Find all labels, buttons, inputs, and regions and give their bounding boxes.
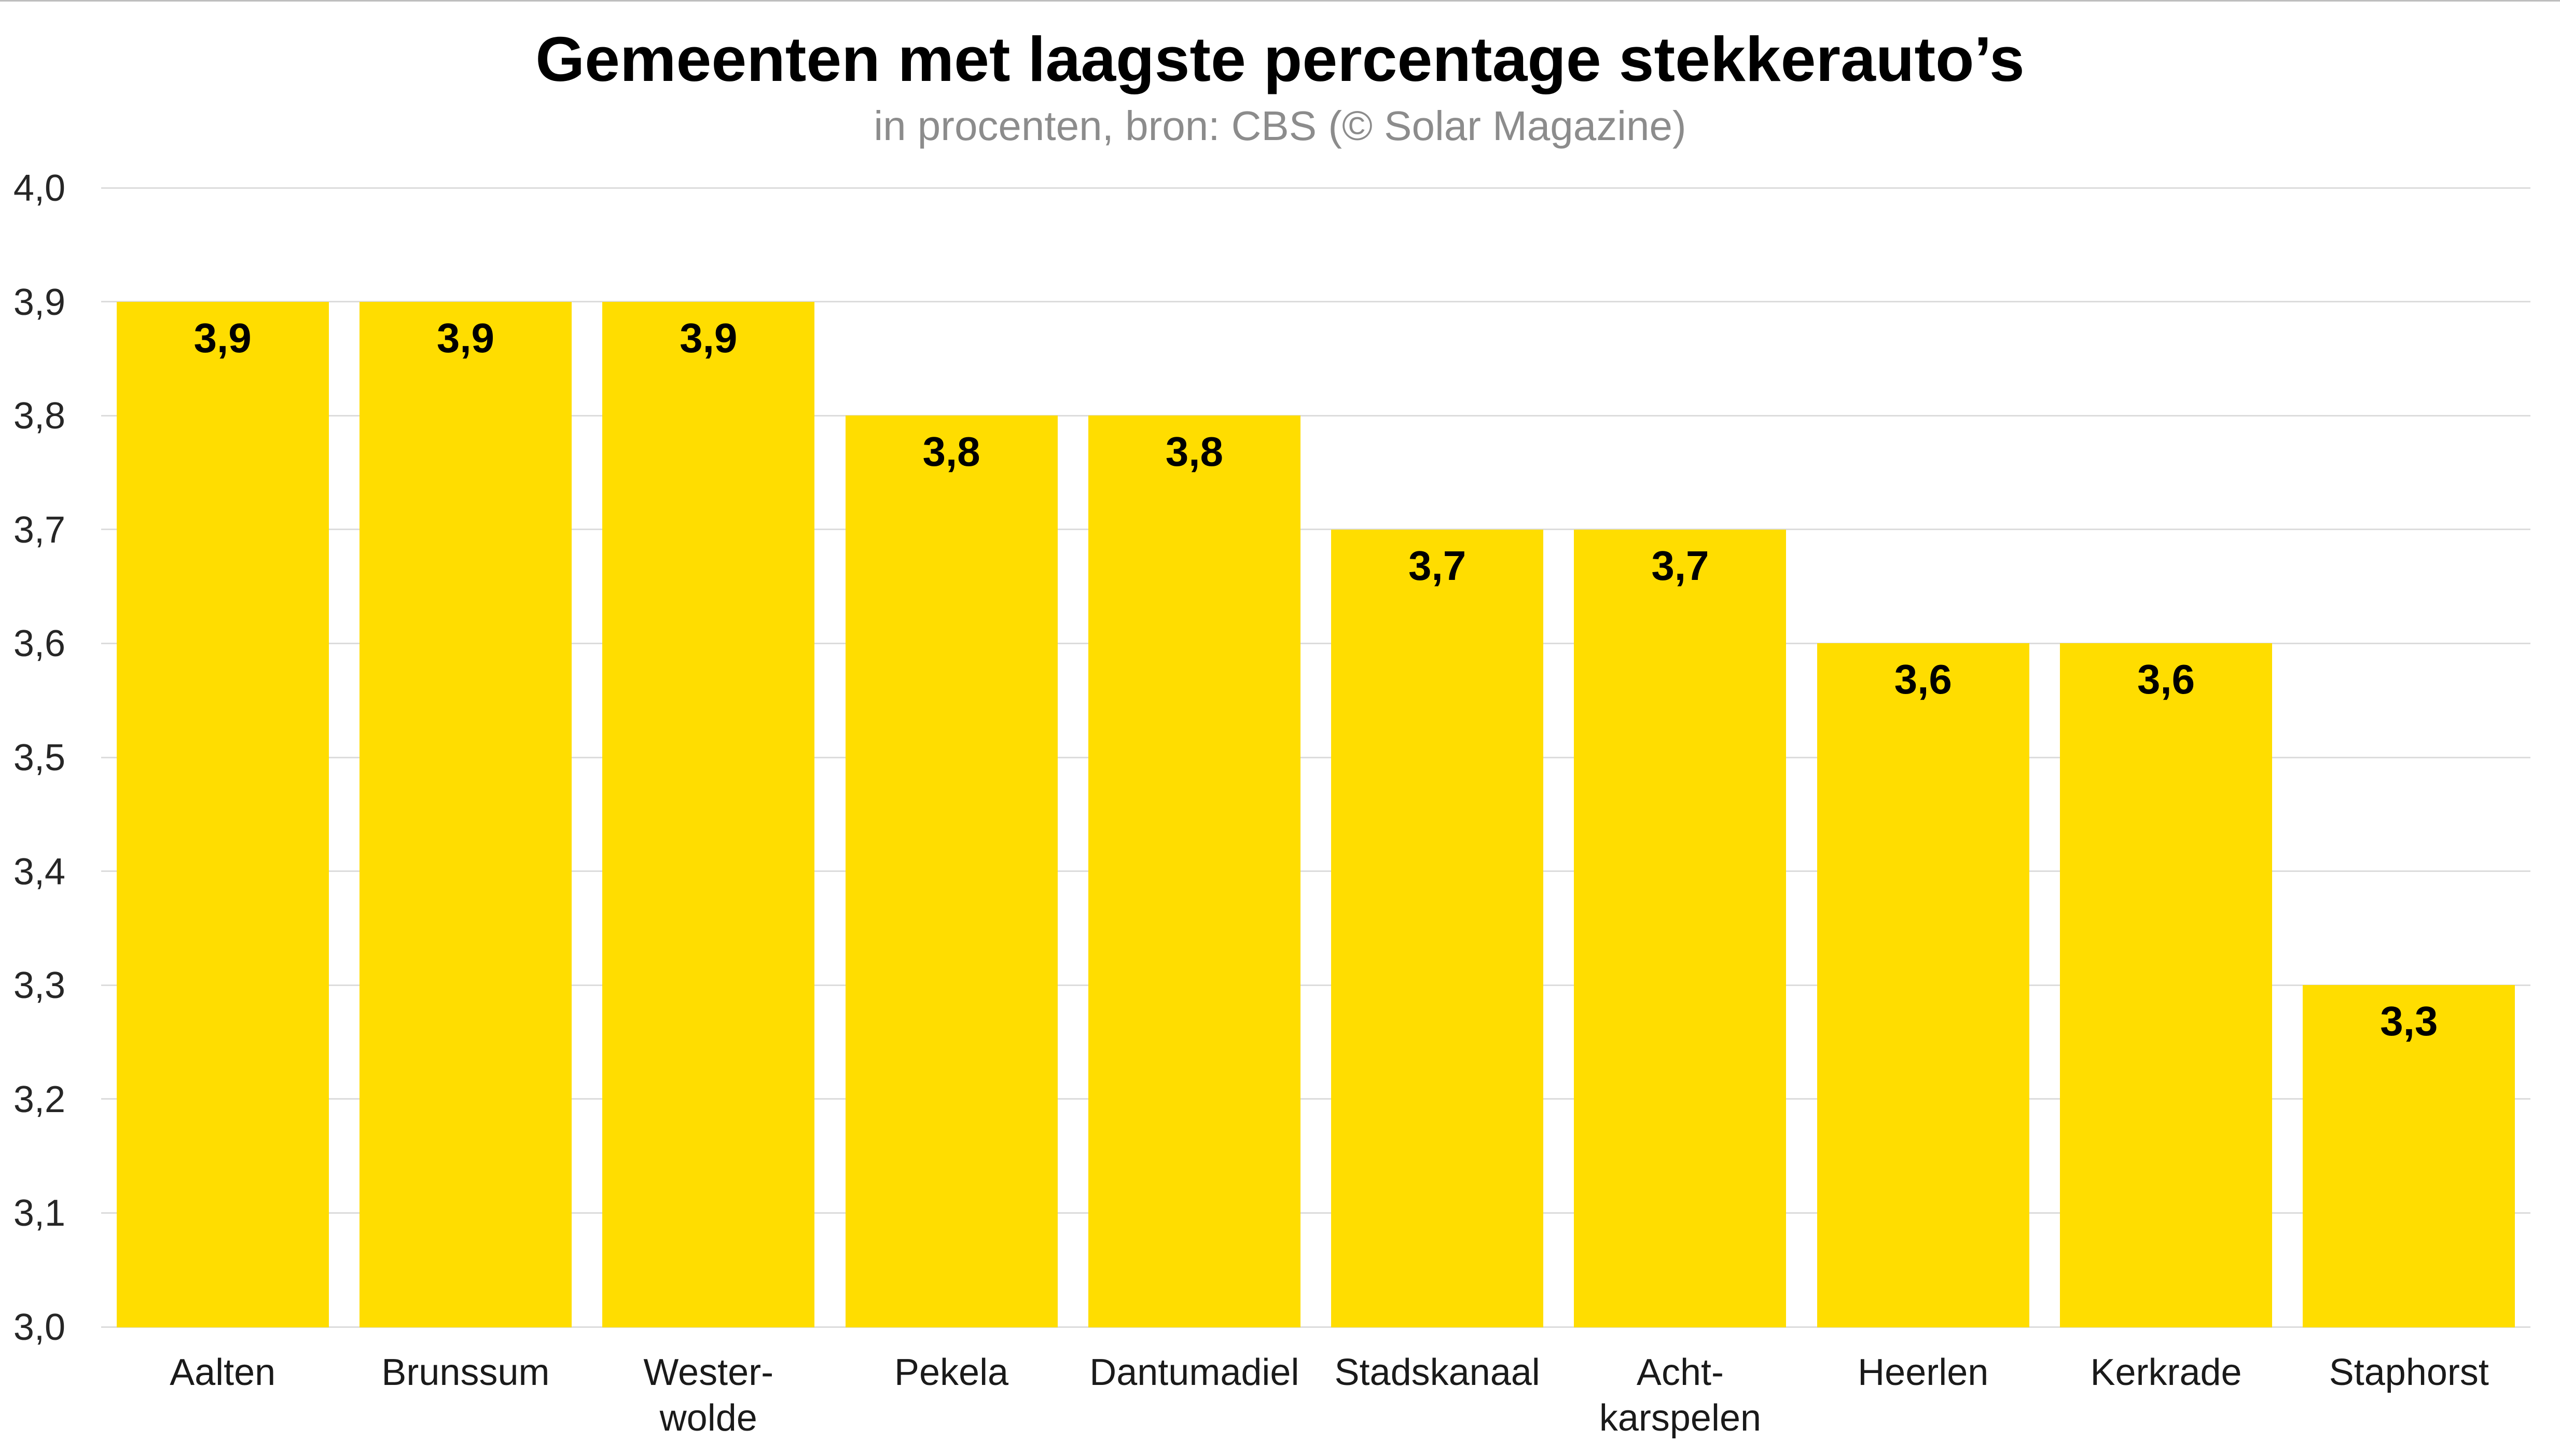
bar-value-label: 3,7 bbox=[1408, 542, 1466, 589]
chart-title: Gemeenten met laagste percentage stekker… bbox=[535, 24, 2025, 94]
y-tick-label: 3,1 bbox=[13, 1192, 65, 1235]
bar-value-label: 3,6 bbox=[1894, 656, 1952, 703]
bar bbox=[602, 301, 815, 1328]
gridline bbox=[101, 529, 2530, 531]
x-category-label: Wester- wolde bbox=[643, 1352, 774, 1439]
y-tick-label: 3,0 bbox=[13, 1307, 65, 1348]
x-category-label: Acht- karspelen bbox=[1599, 1352, 1762, 1439]
gridline bbox=[101, 756, 2530, 758]
y-tick-label: 3,2 bbox=[13, 1078, 65, 1120]
x-category-label: Stadskanaal bbox=[1334, 1352, 1540, 1393]
y-tick-label: 3,3 bbox=[13, 965, 65, 1007]
x-category-label: Aalten bbox=[170, 1352, 276, 1393]
y-tick-label: 4,0 bbox=[13, 168, 65, 209]
bar bbox=[845, 415, 1058, 1328]
bar bbox=[359, 301, 572, 1328]
bar bbox=[2060, 643, 2273, 1328]
gridline bbox=[101, 1212, 2530, 1214]
x-category-label: Kerkrade bbox=[2090, 1352, 2242, 1393]
y-tick-label: 3,8 bbox=[13, 395, 65, 437]
bar bbox=[1817, 643, 2029, 1328]
gridline bbox=[101, 414, 2530, 417]
bar bbox=[2303, 985, 2515, 1328]
bar-value-label: 3,3 bbox=[2380, 998, 2438, 1045]
x-category-label: Brunssum bbox=[381, 1352, 550, 1393]
x-category-label: Pekela bbox=[894, 1352, 1009, 1393]
gridline bbox=[101, 870, 2530, 872]
gridline bbox=[101, 642, 2530, 644]
gridline bbox=[101, 1326, 2530, 1328]
x-category-label: Dantumadiel bbox=[1089, 1352, 1299, 1393]
gridline bbox=[101, 301, 2530, 303]
chart-subtitle: in procenten, bron: CBS (© Solar Magazin… bbox=[874, 103, 1686, 149]
gridline bbox=[101, 984, 2530, 986]
bar-value-label: 3,8 bbox=[922, 428, 980, 475]
bar-value-label: 3,7 bbox=[1651, 542, 1709, 589]
bar-value-label: 3,6 bbox=[2137, 656, 2195, 703]
y-tick-label: 3,4 bbox=[13, 851, 65, 893]
bar bbox=[1331, 529, 1544, 1328]
x-category-label: Heerlen bbox=[1858, 1352, 1989, 1393]
y-tick-label: 3,5 bbox=[13, 737, 65, 779]
x-category-label: Staphorst bbox=[2329, 1352, 2489, 1393]
bar-value-label: 3,9 bbox=[680, 314, 738, 361]
bar-value-label: 3,9 bbox=[436, 314, 495, 361]
bar bbox=[116, 301, 329, 1328]
top-border bbox=[0, 0, 2560, 2]
gridline bbox=[101, 1098, 2530, 1100]
bar-value-label: 3,8 bbox=[1165, 428, 1223, 475]
gridline bbox=[101, 187, 2530, 189]
y-tick-label: 3,9 bbox=[13, 281, 65, 323]
bar-value-label: 3,9 bbox=[193, 314, 252, 361]
y-tick-label: 3,7 bbox=[13, 509, 65, 551]
bar bbox=[1574, 529, 1787, 1328]
y-tick-label: 3,6 bbox=[13, 623, 65, 665]
bar bbox=[1088, 415, 1300, 1328]
